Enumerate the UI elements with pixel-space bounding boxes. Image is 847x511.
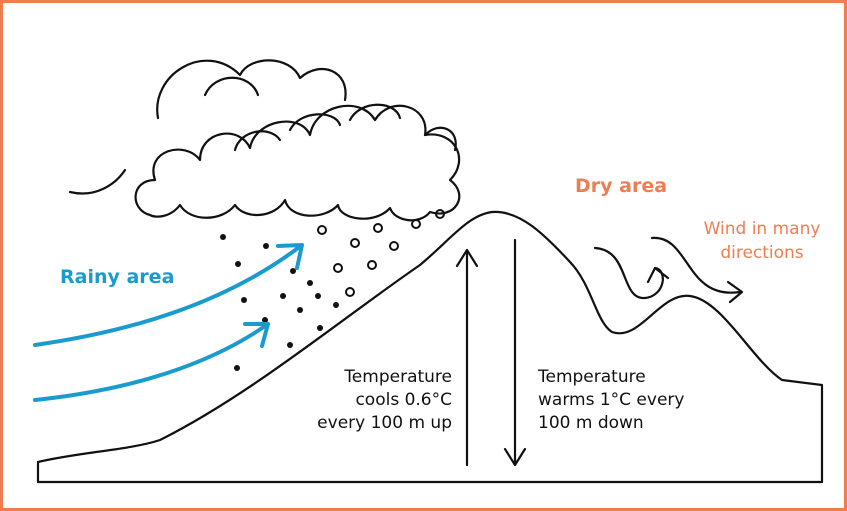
wind-squiggle [650,236,744,304]
wind-squiggle [593,246,670,300]
mountain [36,210,824,484]
dry-label: Dry area [575,175,667,197]
warms-label: 100 m down [538,413,644,433]
cloud-back [156,59,347,120]
cloud-detail [233,103,457,152]
cloud [134,104,461,222]
warms-label: Temperature [537,367,646,387]
wind-label: directions [720,243,803,263]
cools-label: Temperature [343,367,452,387]
up-arrow [455,248,479,467]
down-arrow [503,238,527,467]
warms-label: warms 1°C every [538,390,684,410]
cloud-back-2 [68,76,260,195]
cools-label: every 100 m up [317,413,452,433]
rain-drops [220,234,339,371]
cools-label: cools 0.6°C [355,390,452,410]
wind-label: Wind in many [704,219,821,239]
wind-arrow [33,322,270,402]
snow [317,209,445,297]
rainy-label: Rainy area [60,266,174,288]
wind-arrow [33,243,304,347]
